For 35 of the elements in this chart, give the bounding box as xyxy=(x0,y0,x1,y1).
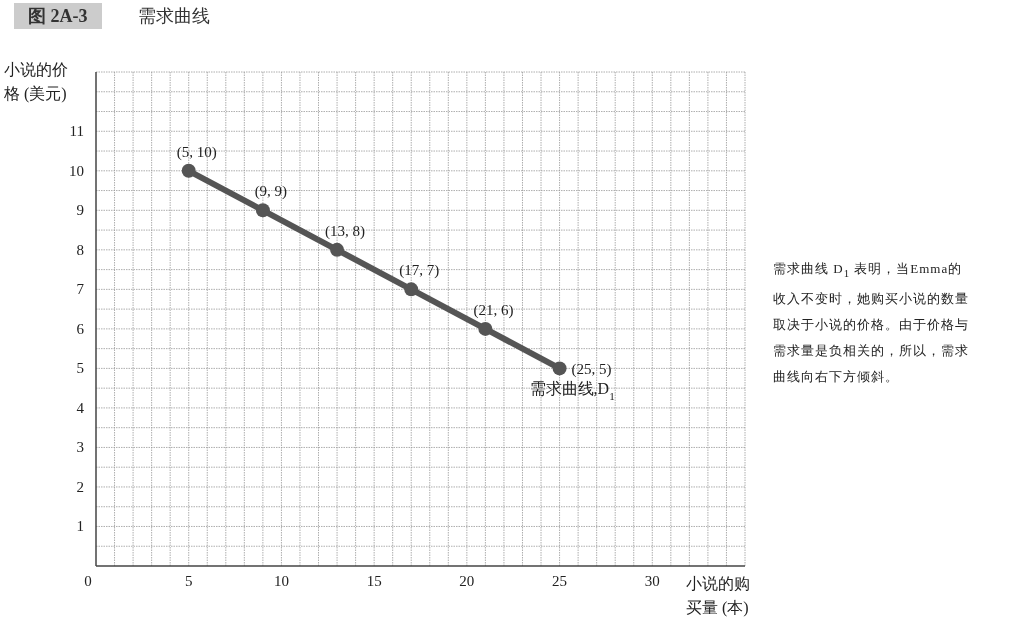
y-axis-title: 小说的价格 (美元) xyxy=(4,60,69,105)
text: 需求曲线 D$_{1}$ 表明，当Emma的收入不变时，她购买小说的数量取决于小说的价格。由于价格与需求量是负相关的，所以，需求曲线向右下方倾斜。 xyxy=(773,260,970,386)
y-tick-label: 5 xyxy=(76,360,84,377)
y-tick-label: 9 xyxy=(76,202,84,219)
point xyxy=(181,163,196,178)
point xyxy=(255,203,270,218)
data-label: (21, 6) xyxy=(473,301,514,319)
x-tick-label: 20 xyxy=(459,573,475,589)
x-tick-label: 10 xyxy=(273,573,289,589)
y-tick-label: 6 xyxy=(76,320,85,337)
y-tick-label: 3 xyxy=(76,439,84,456)
data-label: (9, 9) xyxy=(254,183,288,201)
chart-title: 图 2A-3 需求曲线 xyxy=(28,6,210,26)
data-label: (17, 7) xyxy=(399,262,440,280)
x-tick-label: 30 xyxy=(644,573,660,589)
data-label: (13, 8) xyxy=(325,222,366,240)
y-tick-label: 1 xyxy=(76,518,84,535)
x-tick-label: 25 xyxy=(552,573,568,589)
data-label: (5, 10) xyxy=(176,143,217,161)
y-tick-label: 11 xyxy=(69,123,84,140)
series-label: 需求曲线,D$_{1}$ xyxy=(529,380,615,403)
point xyxy=(404,282,419,297)
point xyxy=(552,361,567,376)
point xyxy=(478,321,493,336)
data-label: (25, 5) xyxy=(571,361,612,379)
x-tick-label: 0 xyxy=(84,573,92,589)
x-tick-label: 5 xyxy=(184,573,193,589)
point xyxy=(330,242,345,257)
y-tick-label: 7 xyxy=(76,281,85,298)
x-axis-title: 小说的购买量 (本) xyxy=(686,574,751,619)
y-tick-label: 4 xyxy=(76,399,85,416)
x-tick-label: 15 xyxy=(366,573,382,589)
y-tick-label: 10 xyxy=(69,162,84,179)
y-tick-label: 2 xyxy=(76,478,84,495)
y-tick-label: 8 xyxy=(76,241,84,258)
